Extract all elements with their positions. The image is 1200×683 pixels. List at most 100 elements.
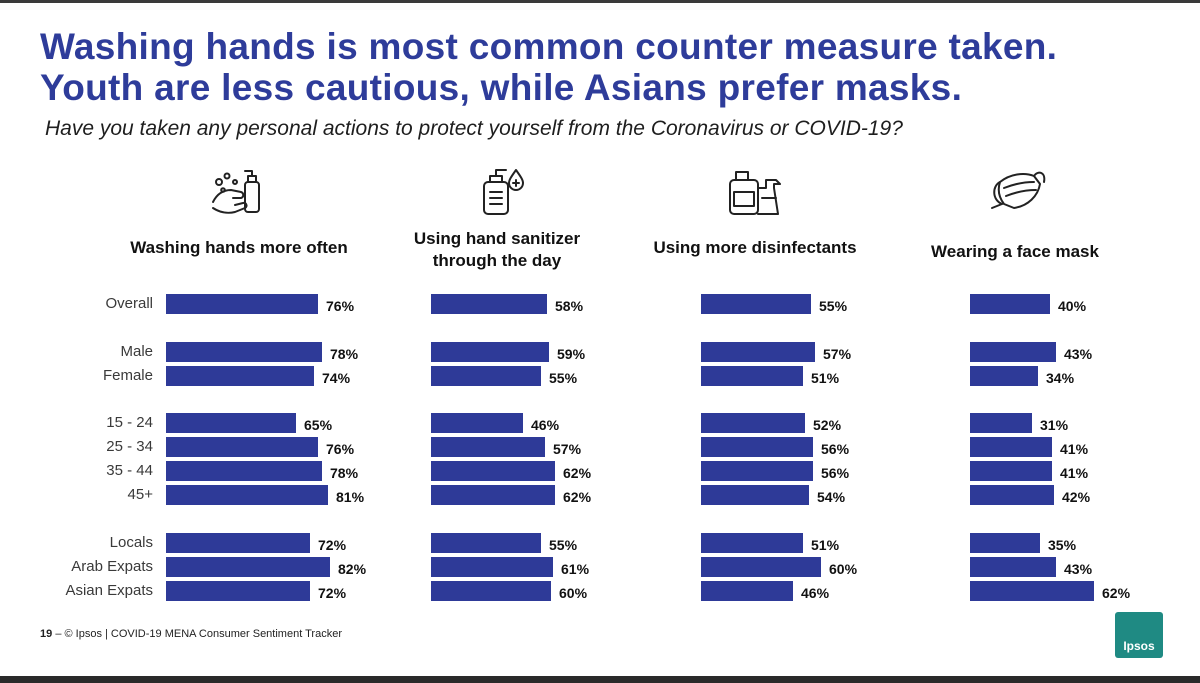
data-label: 46% <box>801 585 830 601</box>
data-label: 62% <box>563 465 592 481</box>
survey-question: Have you taken any personal actions to p… <box>45 117 903 140</box>
data-label: 60% <box>829 561 858 577</box>
bar <box>431 413 523 433</box>
column-header-washing-hands: Washing hands more often <box>130 238 348 257</box>
row-label: 35 - 44 <box>106 462 153 479</box>
row-label: Asian Expats <box>65 582 153 599</box>
column-header-face-mask: Wearing a face mask <box>931 242 1099 261</box>
bar <box>166 342 322 362</box>
title-line-1: Washing hands is most common counter mea… <box>40 26 1058 67</box>
bar <box>970 581 1094 601</box>
data-label: 81% <box>336 489 365 505</box>
bar <box>166 581 310 601</box>
bar <box>701 342 815 362</box>
hand-washing-icon <box>212 170 260 214</box>
bar <box>701 366 803 386</box>
bar <box>166 437 318 457</box>
bar <box>701 413 805 433</box>
data-label: 72% <box>318 585 347 601</box>
data-label: 65% <box>304 417 333 433</box>
face-mask-icon <box>991 171 1046 209</box>
bar <box>166 413 296 433</box>
column-header-hand-sanitizer: Using hand sanitizer through the day <box>413 229 581 270</box>
row-label: Male <box>120 343 153 360</box>
bar <box>970 342 1056 362</box>
row-label: 15 - 24 <box>106 414 153 431</box>
slide-title: Washing hands is most common counter mea… <box>40 26 1180 108</box>
data-label: 46% <box>531 417 560 433</box>
data-label: 42% <box>1062 489 1091 505</box>
bar <box>431 557 553 577</box>
footer-text: – © Ipsos | COVID-19 MENA Consumer Senti… <box>55 628 342 640</box>
data-label: 76% <box>326 441 355 457</box>
bar <box>166 557 330 577</box>
data-label: 54% <box>817 489 846 505</box>
bar <box>431 294 547 314</box>
bar <box>431 533 541 553</box>
bar <box>166 294 318 314</box>
bar <box>970 557 1056 577</box>
data-label: 61% <box>561 561 590 577</box>
bar <box>701 557 821 577</box>
row-label: Female <box>102 367 153 384</box>
title-line-2: Youth are less cautious, while Asians pr… <box>40 67 963 108</box>
row-label: Arab Expats <box>71 558 153 575</box>
bar <box>701 294 811 314</box>
data-label: 72% <box>318 537 347 553</box>
bar <box>970 413 1032 433</box>
bar <box>431 366 541 386</box>
bar <box>970 366 1038 386</box>
bar <box>431 581 551 601</box>
data-label: 62% <box>1102 585 1131 601</box>
bottom-border <box>0 676 1200 683</box>
data-label: 35% <box>1048 537 1077 553</box>
ipsos-logo: Ipsos <box>1115 612 1163 658</box>
row-label: 45+ <box>127 486 153 503</box>
footer: 19 – © Ipsos | COVID-19 MENA Consumer Se… <box>40 628 342 640</box>
column-header-disinfectants: Using more disinfectants <box>653 238 857 257</box>
data-label: 51% <box>811 370 840 386</box>
bar <box>970 485 1054 505</box>
data-label: 31% <box>1040 417 1069 433</box>
data-label: 57% <box>553 441 582 457</box>
page-number: 19 <box>40 628 53 640</box>
data-label: 78% <box>330 465 359 481</box>
data-label: 34% <box>1046 370 1075 386</box>
bar <box>701 581 793 601</box>
data-label: 58% <box>555 298 584 314</box>
data-label: 40% <box>1058 298 1087 314</box>
bar <box>970 533 1040 553</box>
row-label: 25 - 34 <box>106 438 153 455</box>
data-label: 76% <box>326 298 355 314</box>
data-label: 41% <box>1060 441 1089 457</box>
data-label: 56% <box>821 465 850 481</box>
bar <box>166 533 310 553</box>
data-label: 74% <box>322 370 351 386</box>
bar <box>431 485 555 505</box>
row-label: Overall <box>105 295 153 312</box>
data-label: 56% <box>821 441 850 457</box>
bar <box>970 294 1050 314</box>
data-label: 43% <box>1064 561 1093 577</box>
data-label: 55% <box>819 298 848 314</box>
data-label: 82% <box>338 561 367 577</box>
data-label: 57% <box>823 346 852 362</box>
data-label: 59% <box>557 346 586 362</box>
data-label: 62% <box>563 489 592 505</box>
top-border <box>0 0 1200 3</box>
bar <box>166 366 314 386</box>
bar <box>970 437 1052 457</box>
data-label: 41% <box>1060 465 1089 481</box>
bar <box>701 461 813 481</box>
data-label: 51% <box>811 537 840 553</box>
data-label: 78% <box>330 346 359 362</box>
disinfectant-bottles-icon <box>729 171 781 215</box>
data-label: 55% <box>549 370 578 386</box>
row-label: Locals <box>109 534 153 551</box>
bar <box>431 437 545 457</box>
bar <box>166 461 322 481</box>
data-label: 60% <box>559 585 588 601</box>
bar <box>701 533 803 553</box>
data-label: 43% <box>1064 346 1093 362</box>
bar <box>431 342 549 362</box>
